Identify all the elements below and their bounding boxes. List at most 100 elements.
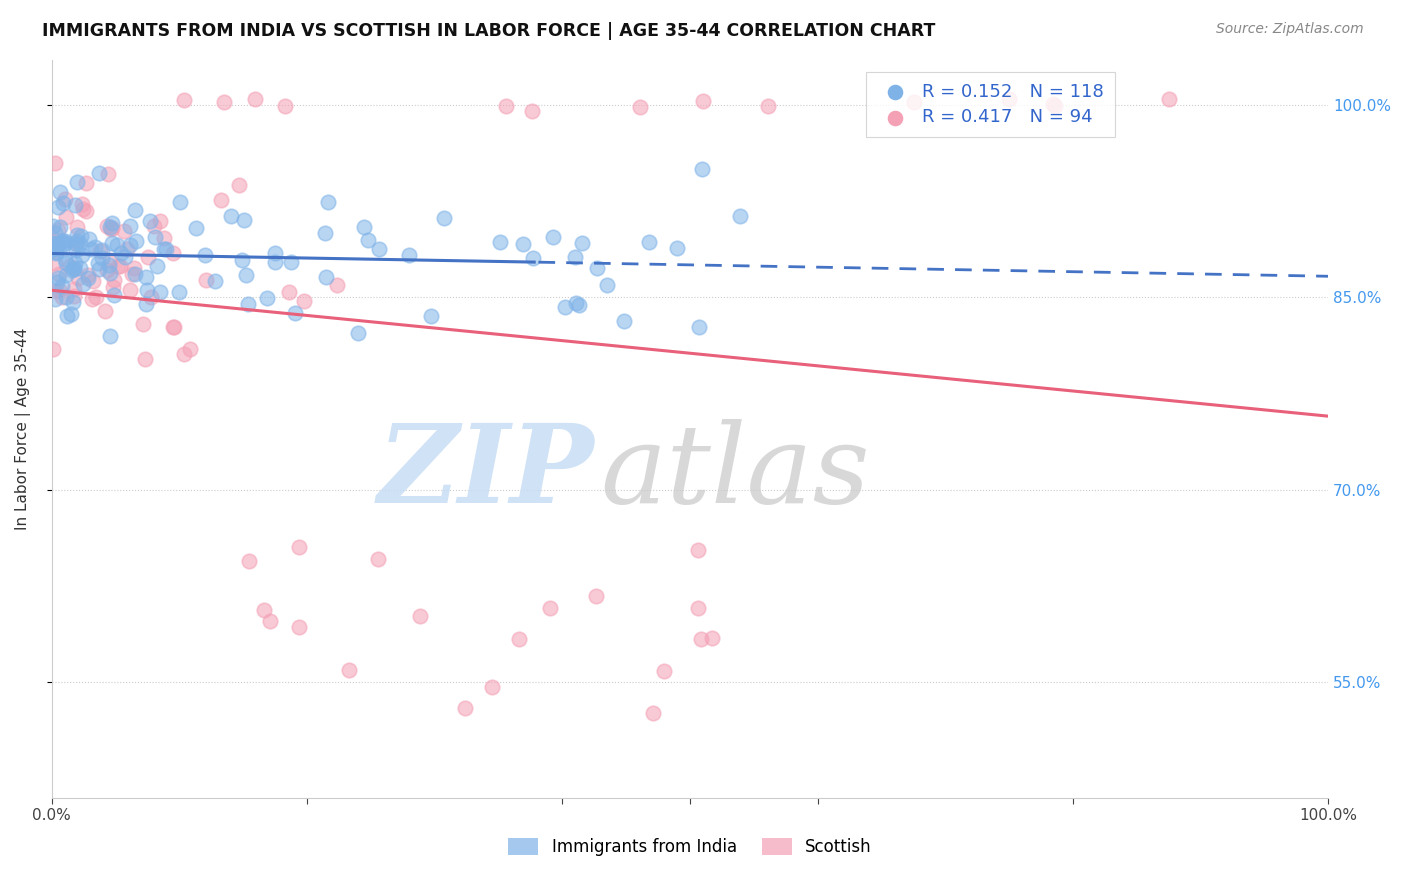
Point	[89, 244, 111, 258]
Point	[69, 236, 91, 251]
Point	[63, 262, 86, 277]
Point	[87, 256, 110, 270]
Point	[565, 296, 588, 310]
Point	[110, 246, 132, 260]
Point	[173, 347, 195, 361]
Point	[628, 100, 651, 114]
Point	[585, 589, 607, 603]
Point	[169, 194, 191, 209]
Point	[82, 292, 104, 306]
Point	[44, 233, 66, 247]
Point	[253, 602, 276, 616]
Point	[568, 298, 591, 312]
Point	[686, 601, 709, 615]
Point	[52, 234, 75, 248]
Point	[204, 275, 226, 289]
Point	[125, 234, 148, 248]
Point	[288, 620, 311, 634]
Point	[94, 303, 117, 318]
Point	[42, 343, 65, 357]
Point	[46, 200, 69, 214]
Point	[398, 248, 420, 262]
Point	[45, 246, 67, 260]
Point	[688, 543, 710, 558]
Point	[121, 267, 143, 281]
Point	[263, 246, 285, 260]
Point	[75, 176, 97, 190]
Point	[60, 263, 83, 277]
Point	[100, 328, 122, 343]
Point	[84, 239, 107, 253]
Point	[264, 255, 287, 269]
Point	[84, 290, 107, 304]
Point	[98, 266, 121, 280]
Point	[62, 261, 84, 276]
Point	[66, 271, 89, 285]
Point	[70, 228, 93, 243]
Point	[45, 239, 67, 253]
Point	[194, 247, 217, 261]
Point	[42, 237, 65, 252]
Point	[315, 270, 337, 285]
Point	[45, 235, 67, 250]
Point	[489, 235, 512, 249]
Point	[103, 273, 125, 287]
Point	[100, 235, 122, 250]
Point	[53, 235, 76, 250]
Point	[80, 242, 103, 256]
Point	[62, 289, 84, 303]
Point	[51, 279, 73, 293]
Point	[62, 295, 84, 310]
Point	[55, 268, 77, 282]
Point	[652, 664, 675, 678]
Point	[98, 258, 121, 272]
Point	[98, 252, 121, 267]
Point	[120, 238, 142, 252]
Point	[63, 256, 86, 270]
Point	[96, 262, 118, 277]
Point	[256, 291, 278, 305]
Point	[135, 297, 157, 311]
Point	[231, 252, 253, 267]
Point	[59, 259, 82, 273]
Point	[481, 680, 503, 694]
Point	[288, 540, 311, 554]
Point	[134, 351, 156, 366]
Point	[433, 211, 456, 225]
Point	[756, 99, 779, 113]
Point	[153, 231, 176, 245]
Point	[101, 216, 124, 230]
Point	[162, 245, 184, 260]
Point	[42, 219, 65, 234]
Point	[51, 289, 73, 303]
Point	[100, 221, 122, 235]
Point	[690, 632, 713, 646]
Point	[692, 94, 714, 108]
Point	[53, 234, 76, 248]
Point	[66, 234, 89, 248]
Point	[55, 290, 77, 304]
Point	[420, 310, 443, 324]
Point	[91, 252, 114, 266]
Point	[101, 280, 124, 294]
Point	[326, 277, 349, 292]
Point	[100, 222, 122, 236]
Point	[238, 554, 260, 568]
Legend: R = 0.152   N = 118, R = 0.417   N = 94: R = 0.152 N = 118, R = 0.417 N = 94	[866, 72, 1115, 137]
Point	[522, 251, 544, 265]
Point	[638, 235, 661, 249]
Point	[367, 552, 389, 566]
Point	[97, 167, 120, 181]
Point	[65, 244, 87, 258]
Point	[219, 209, 242, 223]
Point	[66, 175, 89, 189]
Point	[155, 242, 177, 256]
Point	[69, 261, 91, 276]
Point	[42, 243, 65, 257]
Point	[70, 247, 93, 261]
Point	[44, 256, 66, 270]
Point	[82, 274, 104, 288]
Point	[228, 178, 250, 192]
Point	[702, 631, 724, 645]
Text: IMMIGRANTS FROM INDIA VS SCOTTISH IN LABOR FORCE | AGE 35-44 CORRELATION CHART: IMMIGRANTS FROM INDIA VS SCOTTISH IN LAB…	[42, 22, 935, 40]
